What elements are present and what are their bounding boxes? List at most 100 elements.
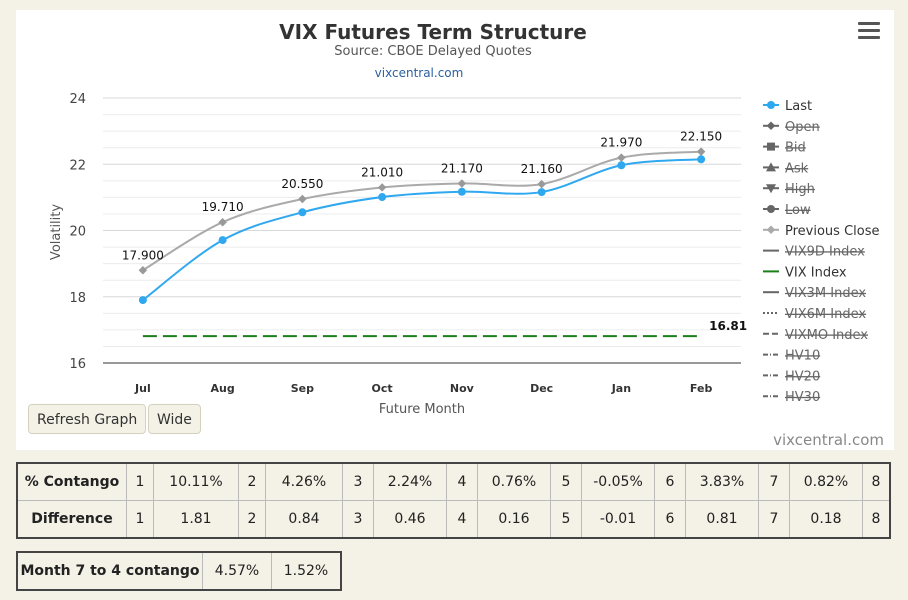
x-tick-label: Aug xyxy=(211,382,235,395)
credit-link[interactable]: vixcentral.com xyxy=(773,431,884,449)
legend-marker xyxy=(767,205,775,213)
last-point xyxy=(298,208,307,217)
y-tick-label: 20 xyxy=(69,225,86,240)
last-point xyxy=(537,188,546,197)
last-data-label: 21.010 xyxy=(361,165,403,179)
legend-item[interactable]: HV20 xyxy=(763,369,820,384)
previous-close-point xyxy=(218,217,227,227)
x-tick-label: Sep xyxy=(291,382,314,395)
last-point xyxy=(218,236,227,245)
chart-card: VIX Futures Term Structure Source: CBOE … xyxy=(16,10,894,450)
previous-close-point xyxy=(696,147,706,156)
legend-label: Ask xyxy=(785,161,809,176)
source-link[interactable]: vixcentral.com xyxy=(375,66,464,80)
table-cell: 0.76% xyxy=(477,462,551,501)
table-cell: 4 xyxy=(446,500,478,539)
table-cell: 4 xyxy=(446,462,478,501)
last-point xyxy=(138,296,147,305)
legend-item[interactable]: Previous Close xyxy=(763,224,880,239)
table-cell: 0.82% xyxy=(789,462,863,501)
table-cell: 0.16 xyxy=(477,500,551,539)
table-cell: 6 xyxy=(654,500,686,539)
table-cell: 0.84 xyxy=(265,500,343,539)
legend-marker xyxy=(766,225,776,235)
last-data-label: 19.710 xyxy=(202,200,244,214)
legend-label: HV20 xyxy=(785,369,820,384)
legend-label: VIX6M Index xyxy=(785,307,866,322)
vix-index-data-label: 16.81 xyxy=(709,319,747,333)
table-cell: 3.83% xyxy=(685,462,759,501)
legend-item[interactable]: High xyxy=(763,182,815,197)
y-axis: 16 18 20 22 24 xyxy=(69,92,86,372)
month-contango-table: Month 7 to 4 contango 4.57% 1.52% xyxy=(16,551,342,591)
grid-lines xyxy=(103,97,741,364)
table-cell: 3 xyxy=(342,462,374,501)
legend-label: VIXMO Index xyxy=(785,328,868,343)
previous-close-point xyxy=(457,179,467,188)
table-row: Difference 1 1.81 2 0.84 3 0.46 4 0.16 5… xyxy=(16,500,891,539)
legend-item[interactable]: Bid xyxy=(763,141,806,156)
legend-label: High xyxy=(785,182,815,197)
x-tick-label: Oct xyxy=(372,382,393,395)
legend-item[interactable]: VIX9D Index xyxy=(763,245,865,260)
previous-close-point xyxy=(138,266,148,275)
legend-marker xyxy=(766,184,776,194)
table-cell: 0.46 xyxy=(373,500,447,539)
legend-label: Low xyxy=(785,203,811,218)
table-cell: -0.05% xyxy=(581,462,655,501)
x-tick-label: Feb xyxy=(690,382,713,395)
table-cell: 0.81 xyxy=(685,500,759,539)
x-tick-label: Jan xyxy=(611,382,631,395)
legend-label: HV30 xyxy=(785,390,820,405)
row-label: % Contango xyxy=(16,462,127,501)
table-cell: 2 xyxy=(238,500,266,539)
legend-label: Open xyxy=(785,120,820,135)
hamburger-menu-icon[interactable] xyxy=(858,22,880,42)
last-data-label: 21.970 xyxy=(600,136,642,150)
table-cell: 6 xyxy=(654,462,686,501)
legend-item[interactable]: Low xyxy=(763,203,811,218)
last-data-label: 21.160 xyxy=(521,162,563,176)
y-tick-label: 22 xyxy=(69,158,86,173)
legend-label: VIX3M Index xyxy=(785,286,866,301)
table-cell: 3 xyxy=(342,500,374,539)
table-cell: 2 xyxy=(238,462,266,501)
table-cell: 5 xyxy=(550,500,582,539)
contango-table: % Contango 1 10.11% 2 4.26% 3 2.24% 4 0.… xyxy=(16,462,891,539)
table-cell: 4.26% xyxy=(265,462,343,501)
refresh-graph-button[interactable]: Refresh Graph xyxy=(28,404,147,434)
chart-subtitle: Source: CBOE Delayed Quotes xyxy=(334,44,532,59)
legend[interactable]: Last Open Bid Ask High Low Previous Close VIX9D… xyxy=(763,99,880,405)
table-cell: -0.01 xyxy=(581,500,655,539)
legend-item[interactable]: Ask xyxy=(763,161,809,176)
previous-close-point xyxy=(298,194,307,204)
x-tick-label: Jul xyxy=(134,382,151,395)
row-label: Difference xyxy=(16,500,127,539)
x-tick-label: Dec xyxy=(530,382,553,395)
last-point xyxy=(617,161,626,170)
last-data-label: 20.550 xyxy=(281,177,323,191)
legend-item[interactable]: Open xyxy=(763,120,820,135)
legend-marker xyxy=(767,101,775,109)
previous-close-point xyxy=(617,153,626,162)
wide-button[interactable]: Wide xyxy=(148,404,201,434)
legend-marker xyxy=(766,121,776,131)
series-layer: 16.81 17.900 19.710 20.550 21.010 21.170 21.16… xyxy=(122,130,747,338)
legend-item[interactable]: HV10 xyxy=(763,349,820,364)
legend-item[interactable]: HV30 xyxy=(763,390,820,405)
table-cell: 8 xyxy=(862,500,891,539)
table-cell: 7 xyxy=(758,500,790,539)
legend-label: VIX Index xyxy=(785,265,847,280)
chart-svg: VIX Futures Term Structure Source: CBOE … xyxy=(49,20,880,417)
legend-label: Bid xyxy=(785,141,806,156)
table-cell: 5 xyxy=(550,462,582,501)
table-cell: 2.24% xyxy=(373,462,447,501)
legend-item[interactable]: VIX3M Index xyxy=(763,286,866,301)
legend-item[interactable]: Last xyxy=(763,99,812,114)
last-point xyxy=(697,155,706,164)
previous-close-point xyxy=(377,183,387,192)
legend-item[interactable]: VIXMO Index xyxy=(763,328,868,343)
legend-item[interactable]: VIX Index xyxy=(763,265,847,280)
legend-item[interactable]: VIX6M Index xyxy=(763,307,866,322)
table-cell: 1.81 xyxy=(153,500,239,539)
